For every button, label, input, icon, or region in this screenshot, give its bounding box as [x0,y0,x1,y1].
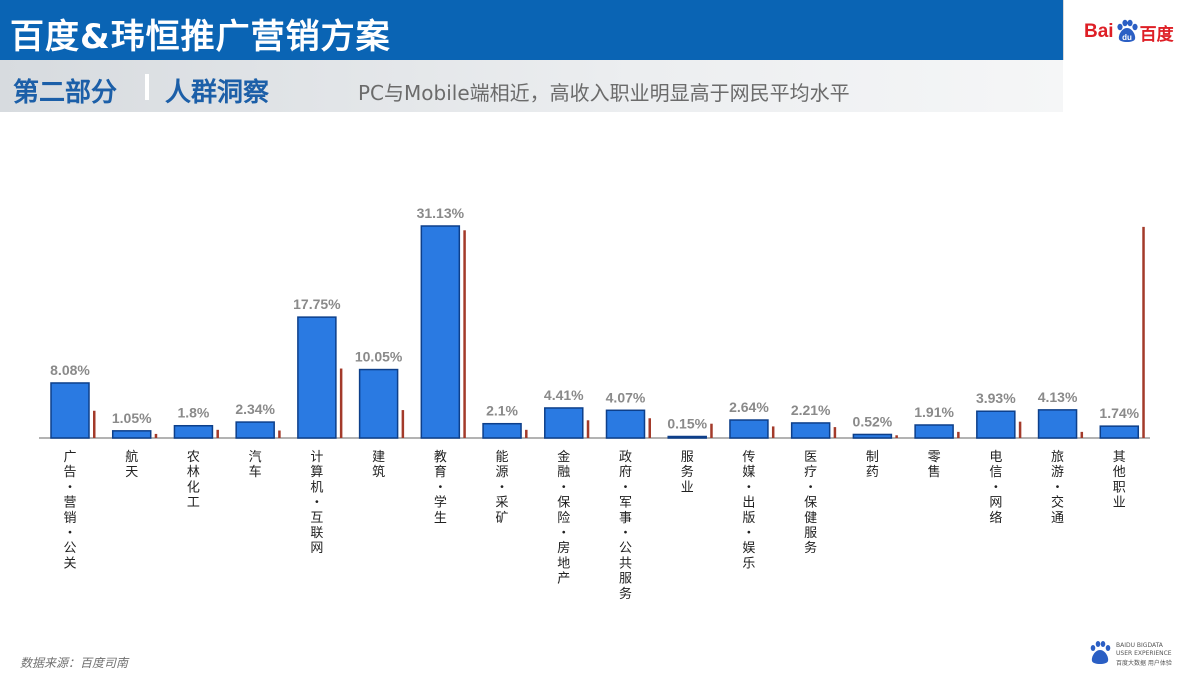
data-label-2: 1.05% [112,410,152,426]
data-label-7: 31.13% [417,205,465,221]
data-label-3: 1.8% [177,405,209,421]
bar-11 [667,435,707,439]
category-label-17: 旅游・交通 [1051,450,1064,526]
bar-10 [605,409,646,439]
data-label-15: 1.91% [914,404,954,420]
footer-brand: BAIDU BIGDATA USER EXPERIENCE 百度大数据 用户体验 [1088,640,1188,668]
category-label-18: 其他职业 [1113,450,1126,511]
logo-paw-text: du [1122,33,1132,42]
data-label-12: 2.64% [729,399,769,415]
secondary-bar-2 [154,433,158,438]
section-divider [145,74,149,100]
category-label-11: 服务业 [681,450,694,495]
category-label-7: 教育・学生 [434,449,447,526]
bar-4 [235,421,275,439]
secondary-bar-7 [463,230,466,438]
section-bar: 第二部分 人群洞察 PC与Mobile端相近，高收入职业明显高于网民平均水平 [0,60,1063,112]
secondary-bar-1 [93,410,96,438]
footer-paw-icon [1090,641,1111,664]
bar-2 [111,430,152,439]
data-label-17: 4.13% [1038,389,1078,405]
data-label-14: 0.52% [853,413,893,429]
category-label-13: 医疗・保健服务 [804,450,817,556]
logo-text-latin: Bai [1084,21,1114,42]
secondary-bar-6 [401,410,405,438]
secondary-bar-4 [278,430,281,438]
baidu-paw-icon: du [1116,19,1138,42]
bar-8 [482,422,522,439]
brand-logo-area: Bai du 百度 [1063,0,1200,60]
bar-6 [358,368,399,439]
category-label-12: 传媒・出版・娱乐 [742,450,755,571]
category-label-15: 零售 [928,450,941,480]
bar-15 [914,424,954,439]
data-label-16: 3.93% [976,390,1016,406]
data-label-9: 4.41% [544,387,584,403]
category-label-9: 金融・保险・房地产 [557,449,570,587]
secondary-bar-5 [339,368,343,438]
bar-3 [173,424,214,439]
data-label-13: 2.21% [791,402,831,418]
bar-17 [1037,409,1078,439]
category-label-1: 广告・营销・公关 [63,450,76,571]
category-label-2: 航天 [125,449,138,480]
page-title: 百度&玮恒推广营销方案 [10,17,391,57]
footer-brand-line2: USER EXPERIENCE [1116,650,1172,657]
category-label-5: 计算机・互联网 [310,450,323,556]
data-label-1: 8.08% [50,362,90,378]
category-label-10: 政府・军事・公共服务 [619,450,632,602]
secondary-bar-8 [525,429,528,438]
category-label-6: 建筑 [372,450,385,480]
bar-7 [420,225,461,439]
secondary-bar-3 [216,429,219,438]
data-label-18: 1.74% [1099,405,1139,421]
data-label-10: 4.07% [606,389,646,405]
footer-brand-line1: BAIDU BIGDATA [1116,642,1163,649]
secondary-bar-10 [648,418,651,438]
data-label-6: 10.05% [355,349,403,365]
secondary-bar-15 [957,431,960,438]
secondary-bar-18 [1142,226,1145,438]
secondary-bar-12 [771,426,775,438]
category-label-16: 电信・网络 [989,450,1002,526]
data-source-note: 数据来源：百度司南 [20,656,129,670]
bar-16 [976,410,1016,439]
secondary-bar-16 [1018,421,1022,438]
section-subtitle: PC与Mobile端相近，高收入职业明显高于网民平均水平 [358,81,850,105]
section-topic: 人群洞察 [165,78,270,108]
bar-9 [544,407,584,439]
data-label-5: 17.75% [293,296,341,312]
category-label-3: 农林化工 [187,450,200,511]
data-label-4: 2.34% [235,401,275,417]
bar-18 [1099,425,1140,439]
secondary-bar-11 [710,423,713,438]
header-bar: 百度&玮恒推广营销方案 [0,0,1063,60]
footer-brand-line3: 百度大数据 用户体验 [1116,660,1172,667]
category-label-14: 制药 [866,450,879,480]
bar-1 [50,382,90,439]
bar-13 [790,422,831,439]
category-label-8: 能源・采矿 [496,450,509,526]
secondary-bar-13 [833,427,837,438]
category-label-4: 汽车 [249,450,262,480]
section-label: 第二部分 [13,78,118,108]
data-label-8: 2.1% [486,403,518,419]
secondary-bar-17 [1080,431,1084,438]
secondary-bar-9 [586,420,590,438]
baidu-logo[interactable]: Bai du 百度 [1084,18,1174,46]
logo-text-cn: 百度 [1139,24,1174,45]
bar-14 [852,433,893,439]
bar-5 [297,316,337,439]
secondary-bar-14 [895,435,898,438]
bar-12 [729,419,769,439]
data-label-11: 0.15% [667,416,707,432]
